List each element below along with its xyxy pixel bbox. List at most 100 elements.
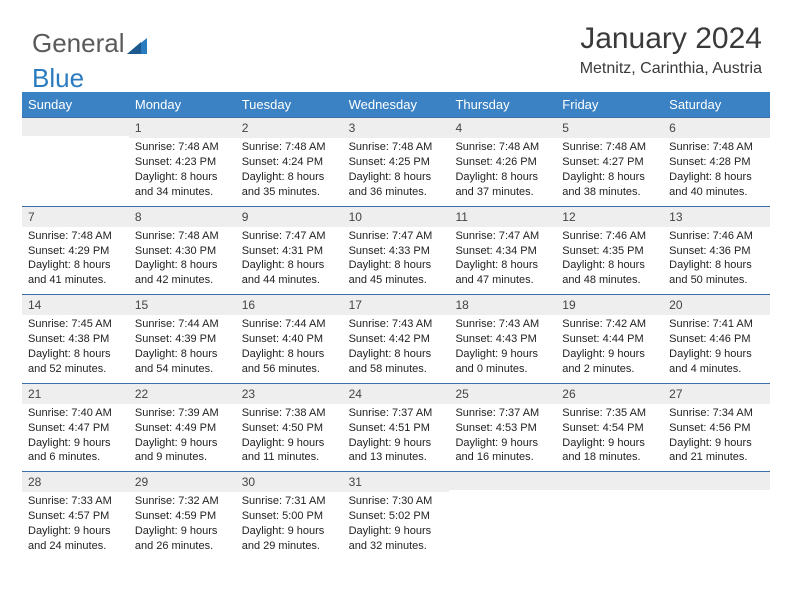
sunset-line: Sunset: 4:25 PM bbox=[349, 155, 444, 170]
dow-thursday: Thursday bbox=[449, 92, 556, 117]
calendar-header-row: Sunday Monday Tuesday Wednesday Thursday… bbox=[22, 92, 770, 117]
daylight-line: Daylight: 8 hours and 41 minutes. bbox=[28, 258, 123, 288]
day-number: 11 bbox=[449, 207, 556, 227]
daylight-line: Daylight: 9 hours and 24 minutes. bbox=[28, 524, 123, 554]
day-number: 3 bbox=[343, 118, 450, 138]
day-cell: 17Sunrise: 7:43 AMSunset: 4:42 PMDayligh… bbox=[343, 295, 450, 383]
sunrise-line: Sunrise: 7:48 AM bbox=[349, 140, 444, 155]
day-number: 20 bbox=[663, 295, 770, 315]
daylight-line: Daylight: 8 hours and 44 minutes. bbox=[242, 258, 337, 288]
day-number: 6 bbox=[663, 118, 770, 138]
sunset-line: Sunset: 4:49 PM bbox=[135, 421, 230, 436]
sunset-line: Sunset: 4:31 PM bbox=[242, 244, 337, 259]
sunset-line: Sunset: 4:40 PM bbox=[242, 332, 337, 347]
day-cell: 3Sunrise: 7:48 AMSunset: 4:25 PMDaylight… bbox=[343, 118, 450, 206]
sunset-line: Sunset: 4:38 PM bbox=[28, 332, 123, 347]
sunrise-line: Sunrise: 7:40 AM bbox=[28, 406, 123, 421]
daylight-line: Daylight: 8 hours and 50 minutes. bbox=[669, 258, 764, 288]
dow-saturday: Saturday bbox=[663, 92, 770, 117]
sunrise-line: Sunrise: 7:32 AM bbox=[135, 494, 230, 509]
daylight-line: Daylight: 8 hours and 58 minutes. bbox=[349, 347, 444, 377]
sunset-line: Sunset: 4:53 PM bbox=[455, 421, 550, 436]
day-cell: 13Sunrise: 7:46 AMSunset: 4:36 PMDayligh… bbox=[663, 207, 770, 295]
sunrise-line: Sunrise: 7:48 AM bbox=[669, 140, 764, 155]
day-number bbox=[449, 472, 556, 490]
sunrise-line: Sunrise: 7:31 AM bbox=[242, 494, 337, 509]
day-body: Sunrise: 7:48 AMSunset: 4:25 PMDaylight:… bbox=[343, 138, 450, 205]
dow-sunday: Sunday bbox=[22, 92, 129, 117]
day-body: Sunrise: 7:48 AMSunset: 4:30 PMDaylight:… bbox=[129, 227, 236, 294]
day-cell: 12Sunrise: 7:46 AMSunset: 4:35 PMDayligh… bbox=[556, 207, 663, 295]
sunrise-line: Sunrise: 7:30 AM bbox=[349, 494, 444, 509]
day-cell: 25Sunrise: 7:37 AMSunset: 4:53 PMDayligh… bbox=[449, 384, 556, 472]
day-cell: 11Sunrise: 7:47 AMSunset: 4:34 PMDayligh… bbox=[449, 207, 556, 295]
day-body: Sunrise: 7:43 AMSunset: 4:43 PMDaylight:… bbox=[449, 315, 556, 382]
daylight-line: Daylight: 9 hours and 29 minutes. bbox=[242, 524, 337, 554]
sunset-line: Sunset: 4:35 PM bbox=[562, 244, 657, 259]
day-body: Sunrise: 7:48 AMSunset: 4:28 PMDaylight:… bbox=[663, 138, 770, 205]
day-body: Sunrise: 7:48 AMSunset: 4:27 PMDaylight:… bbox=[556, 138, 663, 205]
logo-text-1: General bbox=[32, 28, 125, 58]
sunrise-line: Sunrise: 7:44 AM bbox=[135, 317, 230, 332]
day-number bbox=[22, 118, 129, 136]
day-body: Sunrise: 7:47 AMSunset: 4:34 PMDaylight:… bbox=[449, 227, 556, 294]
day-cell: 6Sunrise: 7:48 AMSunset: 4:28 PMDaylight… bbox=[663, 118, 770, 206]
day-number: 9 bbox=[236, 207, 343, 227]
sunrise-line: Sunrise: 7:47 AM bbox=[242, 229, 337, 244]
day-cell: 28Sunrise: 7:33 AMSunset: 4:57 PMDayligh… bbox=[22, 472, 129, 560]
sunrise-line: Sunrise: 7:38 AM bbox=[242, 406, 337, 421]
day-number: 28 bbox=[22, 472, 129, 492]
day-body: Sunrise: 7:39 AMSunset: 4:49 PMDaylight:… bbox=[129, 404, 236, 471]
daylight-line: Daylight: 8 hours and 35 minutes. bbox=[242, 170, 337, 200]
day-body: Sunrise: 7:43 AMSunset: 4:42 PMDaylight:… bbox=[343, 315, 450, 382]
day-number: 14 bbox=[22, 295, 129, 315]
sunrise-line: Sunrise: 7:37 AM bbox=[349, 406, 444, 421]
daylight-line: Daylight: 8 hours and 54 minutes. bbox=[135, 347, 230, 377]
day-cell: 10Sunrise: 7:47 AMSunset: 4:33 PMDayligh… bbox=[343, 207, 450, 295]
sunset-line: Sunset: 4:30 PM bbox=[135, 244, 230, 259]
day-cell: 4Sunrise: 7:48 AMSunset: 4:26 PMDaylight… bbox=[449, 118, 556, 206]
dow-friday: Friday bbox=[556, 92, 663, 117]
week-row: 7Sunrise: 7:48 AMSunset: 4:29 PMDaylight… bbox=[22, 206, 770, 295]
page-title: January 2024 bbox=[580, 22, 762, 56]
day-cell: 30Sunrise: 7:31 AMSunset: 5:00 PMDayligh… bbox=[236, 472, 343, 560]
sunset-line: Sunset: 4:33 PM bbox=[349, 244, 444, 259]
dow-wednesday: Wednesday bbox=[343, 92, 450, 117]
sunset-line: Sunset: 4:26 PM bbox=[455, 155, 550, 170]
day-body: Sunrise: 7:47 AMSunset: 4:33 PMDaylight:… bbox=[343, 227, 450, 294]
weeks-container: 1Sunrise: 7:48 AMSunset: 4:23 PMDaylight… bbox=[22, 117, 770, 560]
day-body: Sunrise: 7:35 AMSunset: 4:54 PMDaylight:… bbox=[556, 404, 663, 471]
day-body: Sunrise: 7:31 AMSunset: 5:00 PMDaylight:… bbox=[236, 492, 343, 559]
sunset-line: Sunset: 4:50 PM bbox=[242, 421, 337, 436]
day-number: 5 bbox=[556, 118, 663, 138]
dow-tuesday: Tuesday bbox=[236, 92, 343, 117]
day-body: Sunrise: 7:40 AMSunset: 4:47 PMDaylight:… bbox=[22, 404, 129, 471]
sunrise-line: Sunrise: 7:44 AM bbox=[242, 317, 337, 332]
sunrise-line: Sunrise: 7:43 AM bbox=[349, 317, 444, 332]
day-body: Sunrise: 7:41 AMSunset: 4:46 PMDaylight:… bbox=[663, 315, 770, 382]
day-number: 16 bbox=[236, 295, 343, 315]
daylight-line: Daylight: 8 hours and 40 minutes. bbox=[669, 170, 764, 200]
title-block: January 2024 Metnitz, Carinthia, Austria bbox=[580, 22, 762, 78]
day-body: Sunrise: 7:48 AMSunset: 4:23 PMDaylight:… bbox=[129, 138, 236, 205]
day-cell bbox=[22, 118, 129, 206]
sunrise-line: Sunrise: 7:34 AM bbox=[669, 406, 764, 421]
daylight-line: Daylight: 9 hours and 2 minutes. bbox=[562, 347, 657, 377]
sunset-line: Sunset: 4:39 PM bbox=[135, 332, 230, 347]
daylight-line: Daylight: 9 hours and 18 minutes. bbox=[562, 436, 657, 466]
day-number: 17 bbox=[343, 295, 450, 315]
logo-triangle-icon bbox=[127, 32, 149, 63]
sunset-line: Sunset: 4:42 PM bbox=[349, 332, 444, 347]
day-body: Sunrise: 7:46 AMSunset: 4:36 PMDaylight:… bbox=[663, 227, 770, 294]
week-row: 1Sunrise: 7:48 AMSunset: 4:23 PMDaylight… bbox=[22, 117, 770, 206]
daylight-line: Daylight: 8 hours and 48 minutes. bbox=[562, 258, 657, 288]
daylight-line: Daylight: 8 hours and 36 minutes. bbox=[349, 170, 444, 200]
day-number bbox=[663, 472, 770, 490]
sunset-line: Sunset: 5:00 PM bbox=[242, 509, 337, 524]
daylight-line: Daylight: 9 hours and 0 minutes. bbox=[455, 347, 550, 377]
day-number: 10 bbox=[343, 207, 450, 227]
day-number: 25 bbox=[449, 384, 556, 404]
week-row: 14Sunrise: 7:45 AMSunset: 4:38 PMDayligh… bbox=[22, 294, 770, 383]
day-number: 4 bbox=[449, 118, 556, 138]
daylight-line: Daylight: 9 hours and 16 minutes. bbox=[455, 436, 550, 466]
